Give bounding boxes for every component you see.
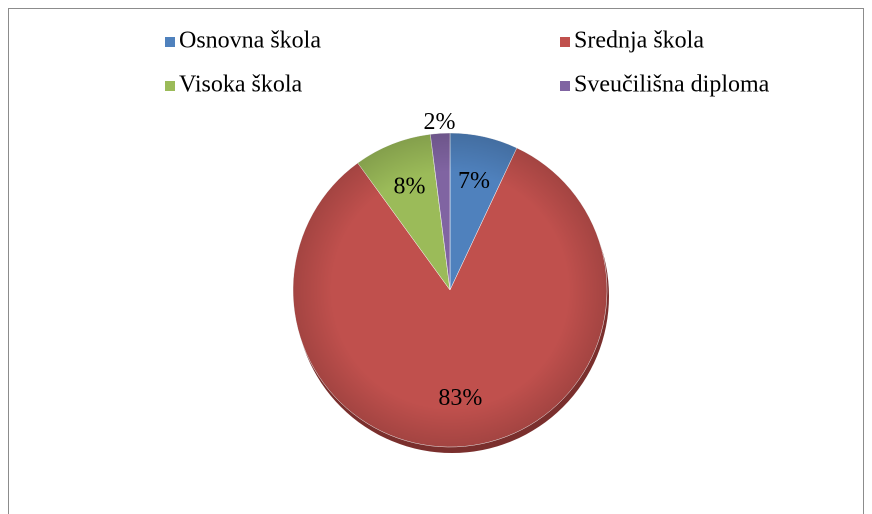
legend-label: Visoka škola bbox=[179, 72, 303, 98]
legend-swatch bbox=[560, 81, 570, 91]
data-label: 7% bbox=[458, 168, 490, 194]
legend-swatch bbox=[560, 37, 570, 47]
legend-label: Srednja škola bbox=[574, 28, 704, 54]
legend-swatch bbox=[165, 81, 175, 91]
data-label: 83% bbox=[438, 385, 482, 411]
data-label: 8% bbox=[394, 173, 426, 199]
data-label: 2% bbox=[424, 109, 456, 135]
legend-label: Sveučilišna diploma bbox=[574, 72, 770, 98]
legend-swatch bbox=[165, 37, 175, 47]
legend-label: Osnovna škola bbox=[179, 28, 321, 54]
